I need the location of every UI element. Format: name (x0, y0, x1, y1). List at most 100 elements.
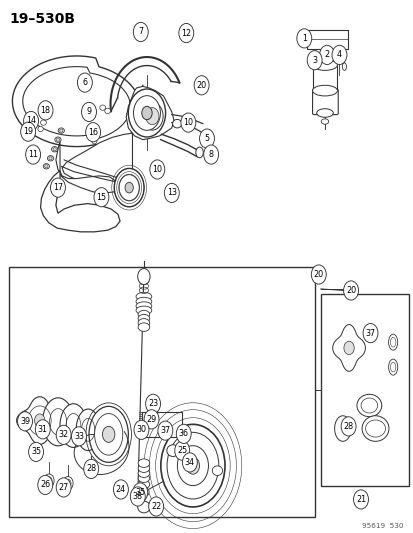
Text: 3: 3 (311, 56, 316, 64)
Ellipse shape (161, 424, 225, 507)
Text: 37: 37 (160, 426, 170, 435)
Circle shape (21, 122, 36, 141)
Circle shape (199, 129, 214, 148)
Ellipse shape (136, 306, 152, 314)
Circle shape (28, 442, 43, 462)
Ellipse shape (138, 487, 149, 497)
Text: 7: 7 (138, 28, 143, 36)
Ellipse shape (177, 446, 208, 486)
Ellipse shape (138, 474, 150, 482)
Polygon shape (62, 133, 132, 184)
Text: 28: 28 (86, 464, 96, 473)
Text: 16: 16 (88, 128, 98, 136)
Circle shape (144, 410, 159, 429)
Ellipse shape (87, 467, 95, 475)
Ellipse shape (312, 85, 337, 96)
Ellipse shape (49, 157, 52, 160)
Ellipse shape (45, 165, 48, 168)
Text: 10: 10 (183, 118, 193, 127)
Ellipse shape (141, 106, 152, 120)
Ellipse shape (55, 137, 61, 142)
Ellipse shape (100, 105, 105, 110)
Ellipse shape (89, 406, 128, 462)
Text: 12: 12 (181, 29, 191, 37)
Circle shape (176, 424, 191, 443)
Text: 5: 5 (204, 134, 209, 143)
Text: 19: 19 (23, 127, 33, 136)
Ellipse shape (38, 126, 43, 132)
Circle shape (164, 183, 179, 203)
Ellipse shape (114, 168, 144, 207)
Ellipse shape (313, 53, 333, 64)
Ellipse shape (35, 414, 45, 427)
Text: 8: 8 (208, 150, 213, 159)
Ellipse shape (315, 58, 332, 67)
Ellipse shape (388, 334, 397, 350)
Text: 34: 34 (185, 458, 195, 467)
Circle shape (331, 45, 346, 64)
Text: 28: 28 (343, 422, 353, 431)
Circle shape (85, 123, 100, 142)
Ellipse shape (138, 319, 150, 327)
Bar (9, 266, 315, 517)
Circle shape (362, 324, 377, 343)
Circle shape (38, 101, 53, 120)
Text: 11: 11 (28, 150, 38, 159)
Circle shape (157, 421, 172, 440)
Circle shape (24, 111, 38, 131)
Polygon shape (332, 325, 365, 372)
Circle shape (311, 265, 325, 284)
Ellipse shape (65, 479, 71, 487)
Text: 38: 38 (133, 492, 142, 501)
Circle shape (174, 441, 189, 460)
Circle shape (145, 394, 160, 414)
Polygon shape (40, 171, 120, 232)
Text: 32: 32 (58, 430, 69, 439)
Text: 1: 1 (301, 34, 306, 43)
Ellipse shape (136, 297, 152, 306)
Circle shape (133, 22, 148, 42)
Ellipse shape (141, 102, 163, 130)
Ellipse shape (138, 469, 150, 478)
Text: 31: 31 (38, 425, 47, 434)
Ellipse shape (361, 416, 388, 441)
Ellipse shape (102, 426, 114, 442)
Bar (312, 65, 337, 91)
Text: 2: 2 (324, 51, 329, 59)
Circle shape (353, 490, 368, 509)
FancyBboxPatch shape (312, 89, 337, 115)
Circle shape (203, 145, 218, 164)
Ellipse shape (138, 314, 150, 323)
Circle shape (17, 411, 32, 431)
Circle shape (35, 420, 50, 439)
Ellipse shape (133, 96, 160, 130)
Text: 24: 24 (116, 485, 126, 494)
Polygon shape (56, 141, 118, 193)
Ellipse shape (58, 128, 64, 133)
Circle shape (38, 475, 52, 495)
Text: 4: 4 (336, 51, 341, 59)
Text: 23: 23 (148, 399, 158, 408)
Ellipse shape (92, 139, 97, 144)
Circle shape (81, 102, 96, 122)
Ellipse shape (312, 60, 337, 70)
Ellipse shape (212, 466, 222, 475)
Circle shape (178, 23, 193, 43)
Circle shape (148, 497, 163, 516)
Circle shape (180, 113, 195, 132)
Circle shape (83, 459, 98, 479)
Text: 25: 25 (177, 446, 187, 455)
Ellipse shape (138, 501, 150, 513)
Circle shape (26, 145, 40, 164)
Circle shape (319, 45, 334, 64)
Text: 6: 6 (82, 78, 87, 87)
Ellipse shape (138, 323, 150, 332)
Circle shape (182, 453, 197, 472)
Ellipse shape (128, 89, 165, 137)
Ellipse shape (43, 398, 74, 446)
Text: 9: 9 (86, 108, 91, 116)
Ellipse shape (60, 403, 87, 447)
Ellipse shape (138, 269, 150, 285)
Text: 10: 10 (152, 165, 162, 174)
Ellipse shape (95, 132, 100, 137)
